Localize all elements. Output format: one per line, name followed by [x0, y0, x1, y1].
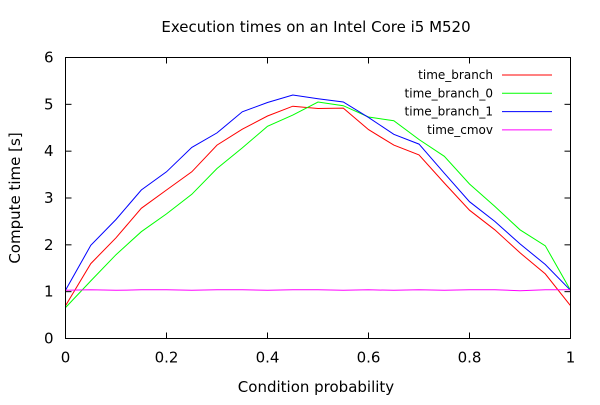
- legend-label: time_cmov: [427, 123, 493, 137]
- legend-label: time_branch: [418, 68, 493, 82]
- x-tick-label: 1: [566, 349, 576, 367]
- axis-ticks: 0 0.2 0.4 0.6 0.8 1 0 1 2 3 4 5 6: [44, 49, 575, 367]
- legend-label: time_branch_1: [405, 105, 493, 119]
- series-line-time-branch: [65, 105, 571, 307]
- x-tick-label: 0.8: [458, 349, 482, 367]
- y-tick-label: 0: [44, 330, 54, 348]
- legend: time_branch time_branch_0 time_branch_1tim…: [405, 68, 552, 137]
- x-axis-label: Condition probability: [238, 378, 395, 396]
- chart-title: Execution times on an Intel Core i5 M520: [161, 18, 470, 36]
- x-tick-label: 0: [61, 349, 71, 367]
- y-tick-label: 3: [44, 189, 54, 207]
- series-lines: [65, 94, 571, 308]
- y-tick-label: 2: [44, 236, 54, 254]
- series-line-time-branch-0: [65, 101, 571, 308]
- x-tick-label: 0.2: [155, 349, 179, 367]
- y-tick-label: 4: [44, 142, 54, 160]
- x-tick-label: 0.4: [256, 349, 280, 367]
- y-tick-label: 6: [44, 49, 54, 67]
- legend-label: time_branch_0: [405, 86, 493, 100]
- series-line-time-branch-1: [65, 94, 571, 291]
- y-axis-label: Compute time [s]: [6, 132, 24, 263]
- y-tick-label: 5: [44, 95, 54, 113]
- x-tick-label: 0.6: [357, 349, 381, 367]
- y-tick-label: 1: [44, 283, 54, 301]
- plot-area-frame: [65, 57, 571, 339]
- series-line-time-cmov: [65, 289, 571, 292]
